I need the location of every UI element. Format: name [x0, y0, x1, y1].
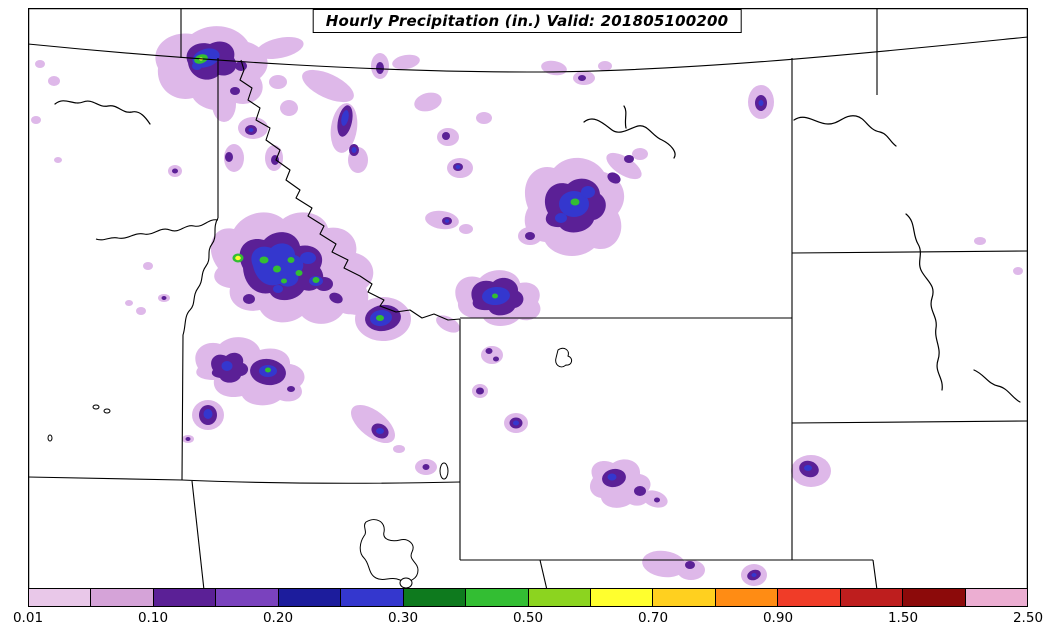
map-title: Hourly Precipitation (in.) Valid: 201805…	[312, 9, 742, 33]
idaho-montana-border	[239, 59, 461, 321]
oregon-nevada-border	[28, 476, 183, 481]
colorbar-segment-0.25-0.30	[340, 589, 403, 606]
colorbar-segment-0.80-0.90	[714, 589, 778, 606]
colorbar-segment-0.70-0.80	[652, 589, 715, 606]
colorbar-segment-2.00-2.50	[964, 589, 1027, 606]
southdakota-nebraska-border	[791, 420, 1028, 424]
colorbar-tick-label: 0.30	[387, 610, 419, 626]
colorbar	[28, 588, 1028, 607]
rivers	[54, 100, 1021, 403]
canada-border	[28, 36, 1028, 73]
colorbar-tick-label: 0.10	[137, 610, 169, 626]
washington-oregon-border	[95, 219, 219, 241]
great-salt-lake	[359, 519, 419, 582]
colorbar-tick-label: 0.01	[12, 610, 44, 626]
columbia-river	[54, 100, 151, 125]
state-borders	[28, 8, 1028, 590]
bear-lake	[439, 462, 449, 480]
colorbar-segment-0.50-0.60	[527, 589, 590, 606]
colorbar-segment-0.90-1.20	[777, 589, 840, 606]
colorbar-segment-0.15-0.20	[215, 589, 278, 606]
colorbar-tick-label: 1.50	[887, 610, 919, 626]
colorado-nebraska-border	[872, 559, 878, 590]
small-lake	[47, 434, 53, 442]
colorbar-segment-0.20-0.25	[277, 589, 341, 606]
colorbar-tick-label: 0.20	[262, 610, 294, 626]
colorbar-segment-0.40-0.50	[465, 589, 528, 606]
lakes	[47, 347, 573, 589]
colorbar-tick-label: 0.50	[512, 610, 544, 626]
small-lake	[103, 408, 111, 414]
northdakota-southdakota-border	[791, 250, 1028, 254]
river-se	[973, 369, 1021, 403]
small-lake	[92, 404, 100, 410]
colorbar-segment-0.10-0.15	[152, 589, 216, 606]
missouri-river-sd	[905, 213, 943, 391]
yellowstone-lake	[555, 347, 573, 368]
utah-colorado-border	[539, 559, 548, 590]
colorbar-segment-0.60-0.70	[589, 589, 653, 606]
colorbar-segment-0.05-0.10	[90, 589, 153, 606]
colorbar-tick-label: 0.70	[637, 610, 669, 626]
precipitation-map	[28, 8, 1028, 590]
fort-peck-lake	[583, 105, 676, 159]
colorbar-segment-1.20-1.50	[839, 589, 903, 606]
colorbar-segment-0.01-0.05	[29, 589, 91, 606]
colorbar-segment-1.50-2.00	[902, 589, 965, 606]
colorbar-segment-0.30-0.40	[402, 589, 466, 606]
precip-layer-lavender	[31, 26, 1023, 586]
precip-layer-yellow	[199, 57, 241, 261]
missouri-river-nd	[793, 115, 897, 147]
oregon-idaho-border	[181, 217, 219, 481]
colorbar-labels: 0.01 0.10 0.20 0.30 0.50 0.70 0.90 1.50 2.50	[13, 610, 1043, 630]
precip-layer-green	[194, 54, 580, 373]
idaho-utah-nevada-border	[181, 479, 461, 484]
colorbar-tick-label: 0.90	[762, 610, 794, 626]
utah-lake	[399, 577, 413, 589]
nevada-utah-border	[191, 480, 205, 590]
colorbar-tick-label: 2.50	[1012, 610, 1044, 626]
